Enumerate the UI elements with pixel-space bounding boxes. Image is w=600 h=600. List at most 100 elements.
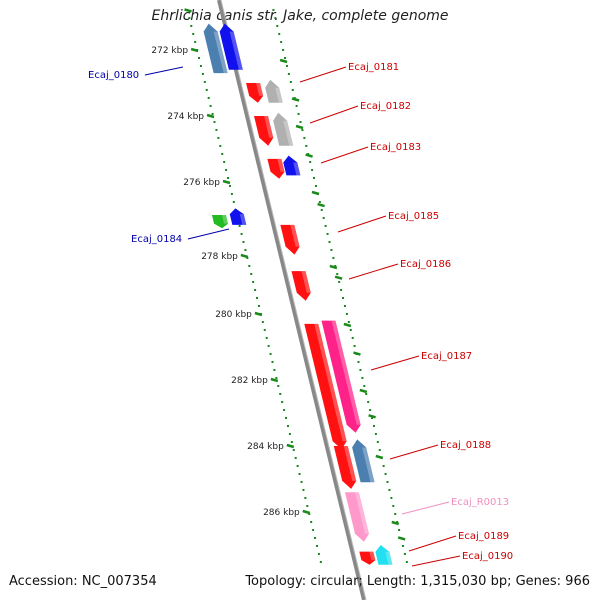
gene-arrow-shade [213, 31, 228, 74]
ruler-dot [275, 377, 278, 379]
ruler-dots-outer [272, 9, 408, 563]
gene-feature-ecaj_0180[interactable] [218, 23, 243, 70]
gene-arrow[interactable] [228, 208, 247, 225]
ruler-dot [349, 329, 352, 331]
ruler-dot [277, 385, 280, 387]
gene-feature-ecaj_0187[interactable] [321, 320, 362, 433]
ruler-dot [312, 529, 315, 531]
ruler-dot [295, 105, 298, 107]
gene-arrow[interactable] [344, 492, 371, 542]
ruler-dot [192, 33, 195, 35]
gene-label-ecaj_0186[interactable]: Ecaj_0186 [400, 259, 451, 270]
gene-label-ecaj_0182[interactable]: Ecaj_0182 [360, 101, 411, 112]
gene-arrow[interactable] [282, 155, 301, 176]
scale-tick [353, 351, 361, 356]
ruler-dot [345, 313, 348, 315]
ruler-dot [300, 481, 303, 483]
ruler-dot [213, 121, 216, 123]
feature-track [202, 23, 393, 565]
gene-label-ecaj_0188[interactable]: Ecaj_0188 [440, 440, 491, 451]
ruler-dot [376, 441, 379, 443]
gene-label-ecaj_0181[interactable]: Ecaj_0181 [348, 62, 399, 73]
ruler-dot [299, 121, 302, 123]
ruler-dot [307, 153, 310, 155]
ruler-dot [232, 201, 235, 203]
ruler-dot [230, 193, 233, 195]
ruler-dot [363, 385, 366, 387]
gene-feature-ecaj_r0013[interactable] [344, 492, 371, 542]
ruler-dot [254, 289, 257, 291]
label-leader-line [389, 444, 439, 460]
ruler-dot [374, 433, 377, 435]
gene-feature-ecaj_0183[interactable] [282, 155, 301, 176]
gene-label-ecaj_0187[interactable]: Ecaj_0187 [421, 351, 472, 362]
gene-arrow[interactable] [304, 323, 348, 450]
scale-tick [334, 275, 343, 280]
gene-arrow[interactable] [218, 23, 243, 70]
gene-label-ecaj_0190[interactable]: Ecaj_0190 [462, 551, 513, 562]
label-leader-line [411, 555, 461, 567]
gene-feature-ecaj_0181[interactable] [263, 79, 283, 103]
gene-feature-ecaj_0185[interactable] [280, 224, 301, 255]
gene-arrow[interactable] [202, 23, 228, 74]
gene-arrow-shade [293, 162, 301, 176]
ruler-dot [290, 441, 293, 443]
gene-feature-ecaj_0184[interactable] [228, 208, 247, 225]
gene-arrow-shade [256, 83, 264, 96]
gene-feature-ecaj_0188[interactable] [333, 446, 358, 489]
gene-arrow-shade [229, 31, 243, 70]
ruler-dot [313, 177, 316, 179]
gene-feature-ecaj_0184[interactable] [211, 215, 229, 229]
gene-feature-ecaj_0188[interactable] [350, 439, 375, 483]
gene-feature-ecaj_0182[interactable] [271, 112, 294, 146]
ruler-dot [223, 161, 226, 163]
gene-arrow-shade [354, 492, 369, 534]
ruler-dot [256, 297, 259, 299]
gene-label-ecaj_0183[interactable]: Ecaj_0183 [370, 142, 421, 153]
gene-feature-ecaj_0180[interactable] [202, 23, 228, 74]
gene-arrow[interactable] [280, 224, 301, 255]
gene-arrow[interactable] [350, 439, 375, 483]
gene-arrow[interactable] [254, 116, 275, 146]
ruler-dot [328, 241, 331, 243]
ruler-dot [282, 49, 285, 51]
gene-arrow[interactable] [211, 215, 229, 229]
ruler-dot [257, 305, 260, 307]
scale-tick [190, 47, 199, 53]
gene-feature-ecaj_0187[interactable] [304, 323, 348, 450]
gene-arrow[interactable] [271, 112, 294, 146]
ruler-dot [286, 425, 289, 427]
gene-arrow[interactable] [359, 551, 376, 565]
gene-arrow[interactable] [374, 545, 393, 565]
scale-tick [368, 414, 376, 419]
ruler-dot [269, 353, 272, 355]
gene-arrow-shade [239, 214, 247, 225]
gene-feature-ecaj_0190[interactable] [374, 545, 393, 565]
gene-feature-ecaj_0189[interactable] [359, 551, 376, 565]
gene-label-ecaj_0185[interactable]: Ecaj_0185 [388, 211, 439, 222]
ruler-dot [305, 145, 308, 147]
gene-label-ecaj_0184[interactable]: Ecaj_0184 [131, 234, 182, 245]
gene-arrow[interactable] [267, 158, 286, 179]
gene-arrow[interactable] [291, 271, 313, 301]
ruler-dot [386, 481, 389, 483]
gene-label-ecaj_r0013[interactable]: Ecaj_R0013 [451, 497, 509, 508]
gene-arrow[interactable] [333, 446, 358, 489]
scale-tick [291, 97, 300, 102]
gene-arrow[interactable] [321, 320, 362, 433]
gene-label-ecaj_0189[interactable]: Ecaj_0189 [458, 531, 509, 542]
ruler-dot [225, 169, 228, 171]
gene-label-ecaj_0180[interactable]: Ecaj_0180 [88, 70, 139, 81]
ruler-dot [396, 521, 399, 523]
gene-feature-ecaj_0183[interactable] [267, 158, 286, 179]
ruler-dot [201, 73, 204, 75]
gene-feature-ecaj_0186[interactable] [291, 271, 313, 301]
genome-backbone-highlight [220, 0, 367, 600]
gene-feature-ecaj_0182[interactable] [254, 116, 275, 146]
gene-arrow[interactable] [263, 79, 283, 103]
scale-tick-label: 278 kbp [201, 252, 238, 262]
ruler-dot [207, 97, 210, 99]
gene-feature-ecaj_0181[interactable] [246, 83, 265, 103]
gene-arrow[interactable] [246, 83, 265, 103]
